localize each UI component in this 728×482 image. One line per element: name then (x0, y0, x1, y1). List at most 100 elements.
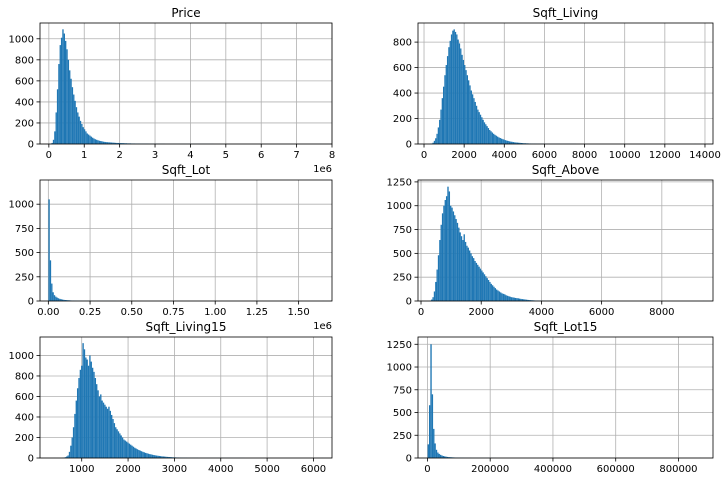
histogram-bar (448, 457, 450, 458)
histogram-bar (79, 120, 82, 144)
histogram-bar (135, 448, 137, 458)
histogram-bar (482, 119, 484, 144)
histogram-bar (479, 114, 482, 144)
histogram-bar (529, 300, 532, 301)
histogram-bar (127, 442, 129, 458)
histogram-bar (166, 456, 169, 458)
histogram-bar (82, 127, 84, 144)
histogram-bar (97, 140, 99, 144)
x-tick-label: 14000 (689, 150, 721, 161)
histogram-bar (451, 207, 453, 301)
histogram-bar (70, 78, 72, 144)
histogram-bar (118, 143, 121, 144)
histogram-bar (500, 138, 503, 144)
y-tick-label: 0 (406, 454, 412, 465)
histogram-bar (79, 369, 82, 458)
histogram-bar (478, 112, 480, 144)
histogram-bar (493, 133, 495, 144)
axes-frame (417, 179, 714, 302)
axes-frame (39, 22, 333, 145)
histogram-bar (506, 295, 509, 301)
histogram-bar (51, 283, 53, 301)
histogram-bar (486, 278, 488, 301)
y-tick-label: 200 (15, 433, 34, 444)
y-tick-label: 750 (393, 225, 412, 236)
chart-title: Sqft_Above (532, 163, 600, 177)
histogram-bar (500, 292, 502, 301)
histogram-bar (154, 455, 156, 458)
histogram-bar (452, 30, 454, 144)
histogram-bar (437, 127, 440, 144)
x-tick-label: 6000 (301, 464, 326, 475)
chart-title: Sqft_Lot15 (534, 320, 598, 334)
histogram-bar (138, 450, 140, 458)
histogram-bar (510, 297, 513, 301)
histogram-bar (82, 343, 84, 458)
histogram-bar (512, 297, 514, 301)
histogram-bar (101, 141, 103, 144)
histogram-bar (100, 141, 102, 144)
histogram-bar (505, 295, 507, 301)
histogram-bar (516, 142, 519, 144)
histogram-bar (441, 455, 443, 458)
y-tick-label: 800 (15, 371, 34, 382)
histogram-bar (449, 40, 451, 145)
histogram-bar (125, 441, 128, 458)
x-tick-label: 400000 (534, 464, 572, 475)
x-tick-label: 0 (418, 307, 424, 318)
histogram-bar (91, 137, 94, 144)
histogram-bar (501, 293, 503, 301)
histogram-bar (459, 232, 461, 301)
histogram-bar (463, 234, 465, 301)
y-tick-label: 1000 (9, 351, 34, 362)
histogram-bar (90, 361, 92, 458)
histogram-bar (514, 142, 516, 144)
histogram-bar (456, 34, 458, 144)
x-tick-label: 200000 (471, 464, 509, 475)
histogram-bar (507, 140, 509, 144)
histogram-bar (440, 224, 442, 301)
histogram-bar (114, 142, 117, 144)
histogram-panel-1: 0 2000 4000 6000 8000 10000 12000 14000 0 200 400 6… (393, 6, 721, 161)
histogram-bar (478, 266, 480, 301)
histogram-bar (94, 139, 97, 144)
x-tick-label: 0.75 (162, 307, 184, 318)
histogram-bar (493, 286, 495, 301)
histogram-bar (477, 264, 479, 301)
histogram-bar (435, 449, 438, 458)
histogram-bar (87, 134, 90, 144)
histogram-bar (56, 297, 58, 301)
y-tick-label: 1250 (387, 340, 412, 351)
histogram-bar (514, 297, 517, 301)
histogram-bar (110, 414, 113, 458)
histogram-bar (75, 107, 78, 144)
histogram-bar (74, 100, 76, 144)
histogram-bar (53, 295, 56, 301)
histogram-bar (506, 140, 508, 144)
x-tick-label: 8 (329, 150, 335, 161)
histogram-bar (439, 119, 441, 144)
histogram-bar (65, 300, 68, 301)
histogram-bar (433, 291, 436, 301)
histogram-bar (496, 289, 498, 301)
histogram-bar (485, 124, 487, 144)
x-tick-label: 4 (187, 150, 193, 161)
histogram-bar (69, 70, 71, 144)
histogram-bar (96, 139, 98, 144)
y-tick-label: 200 (15, 118, 34, 129)
histogram-bar (436, 269, 438, 301)
histogram-bar (155, 455, 158, 458)
histogram-bar (151, 454, 154, 458)
histogram-bar (94, 378, 97, 458)
histogram-bar (517, 298, 519, 301)
x-tick-label: 6000 (589, 307, 614, 318)
histogram-bar (464, 241, 467, 301)
histogram-bar (157, 455, 159, 458)
histogram-bar (90, 136, 92, 144)
histogram-bar (105, 142, 107, 144)
histogram-bar (159, 456, 162, 458)
x-tick-label: 1000 (69, 464, 94, 475)
histogram-bar (527, 299, 529, 301)
histogram-bar (55, 296, 57, 301)
histogram-bar (89, 355, 91, 458)
